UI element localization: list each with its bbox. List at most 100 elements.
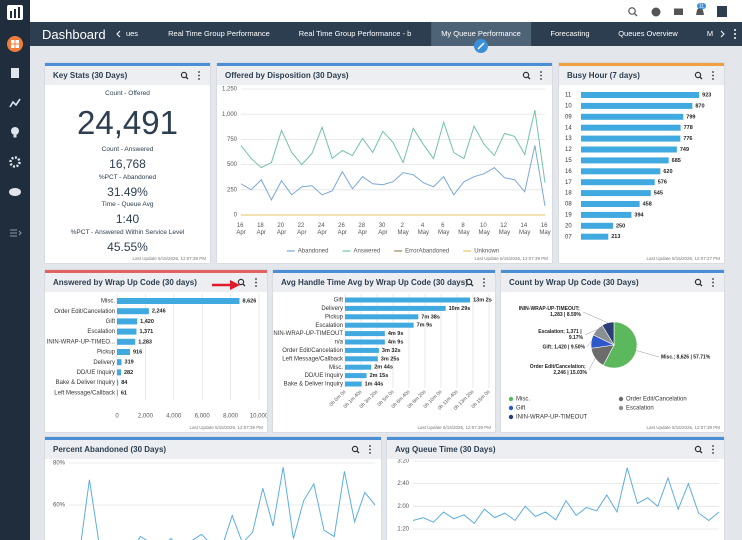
card-title: Avg Queue Time (30 Days) — [395, 445, 496, 454]
pie-slice — [602, 321, 638, 369]
bar — [117, 389, 118, 396]
legend-label: Order Edit/Cancelation — [626, 397, 687, 403]
category-label: 17 — [565, 180, 572, 186]
dot — [712, 278, 714, 280]
tab[interactable]: Real Time Group Performance — [168, 29, 270, 38]
zoom-icon[interactable] — [522, 71, 530, 79]
card-title: Offered by Disposition (30 Days) — [225, 71, 349, 80]
card-header: Answered by Wrap Up Code (30 days) — [45, 273, 267, 292]
edit-button[interactable] — [473, 38, 489, 54]
zoom-icon[interactable] — [694, 71, 702, 79]
icon-part — [11, 40, 15, 44]
series-line — [240, 145, 546, 207]
category-label: 14 — [565, 125, 572, 131]
label-line: Order Edit/Cancelation; — [530, 364, 587, 370]
tab[interactable]: ues — [125, 29, 139, 38]
zoom-icon[interactable] — [237, 278, 245, 286]
menu-icon[interactable] — [198, 71, 200, 80]
zoom-icon[interactable] — [180, 71, 188, 79]
x-tick-label: 0 — [115, 414, 119, 420]
slice-label: Gift; 1,420 | 9.50% — [542, 344, 585, 350]
bar — [117, 328, 137, 335]
tick-line: 8 — [461, 223, 466, 229]
series-line — [240, 110, 546, 183]
tabs-prev[interactable] — [116, 30, 122, 38]
tabs-next[interactable] — [719, 30, 725, 38]
tabs-menu[interactable] — [732, 28, 738, 40]
menu-icon[interactable] — [712, 278, 714, 287]
settings-icon[interactable] — [9, 156, 21, 168]
menu-icon[interactable] — [712, 445, 714, 454]
card-tools — [180, 71, 200, 80]
icon-part — [527, 76, 531, 80]
y-tick-label: 1,250 — [222, 87, 238, 93]
app-logo[interactable] — [717, 6, 727, 17]
zoom-icon[interactable] — [694, 278, 702, 286]
menu-icon[interactable] — [255, 278, 257, 287]
menu-icon[interactable] — [369, 445, 371, 454]
bar — [117, 298, 240, 304]
value-label: 4m 9s — [388, 331, 404, 337]
tab[interactable]: Real Time Group Performance - b — [298, 29, 412, 38]
dot — [483, 281, 485, 284]
mail-icon[interactable] — [674, 8, 683, 16]
dot — [734, 37, 736, 39]
menu-icon[interactable] — [540, 71, 542, 80]
category-label: Bake & Deliver Inquiry — [56, 380, 115, 386]
menu-icon[interactable] — [483, 278, 485, 287]
category-label: DD/UE Inquiry — [305, 373, 343, 379]
bar — [581, 157, 669, 164]
value-label: 916 — [133, 349, 142, 355]
arrow-head — [230, 280, 240, 290]
x-tick-label: 8 May — [458, 223, 469, 236]
sidebar — [0, 0, 30, 540]
dot — [483, 285, 485, 287]
dot — [198, 78, 200, 80]
category-label: Escalation — [87, 329, 115, 335]
value-label: 282 — [124, 370, 133, 376]
bar — [345, 322, 414, 328]
tab[interactable]: Queues Overview — [618, 29, 678, 38]
chart-card: Avg Handle Time Avg by Wrap Up Code (30 … — [273, 270, 495, 432]
category-label: Order Edit/Cancelation — [54, 309, 115, 315]
dot — [734, 29, 736, 31]
bar — [117, 359, 122, 366]
help-icon[interactable] — [651, 7, 661, 17]
chart-card: Avg Queue Time (30 Days) 1:20 2:00 2:40 3:2… — [387, 437, 724, 540]
ideas-icon[interactable] — [11, 127, 19, 135]
tick-line: 26 — [338, 223, 346, 229]
bar — [117, 308, 149, 315]
chart-card: Percent Abandoned (30 Days) 60% 80% — [45, 437, 381, 540]
tab[interactable]: M — [706, 29, 714, 38]
bell-icon[interactable] — [696, 8, 704, 15]
value-label: 2m 15s — [370, 373, 389, 379]
value-label: 8,626 — [242, 298, 256, 304]
category-label: 12 — [565, 147, 572, 153]
tab[interactable]: Forecasting — [550, 29, 590, 38]
x-tick-label: 2,000 — [138, 414, 154, 420]
x-tick-label: 30 Apr — [378, 223, 387, 236]
icon-part — [634, 13, 638, 17]
dot — [198, 71, 200, 73]
dot — [540, 78, 542, 80]
reports-icon[interactable] — [11, 68, 19, 78]
chart-card: Offered by Disposition (30 Days) 0 250 500… — [217, 63, 552, 263]
x-tick-label: 4 May — [418, 223, 429, 236]
zoom-icon[interactable] — [351, 445, 359, 453]
icon-part — [15, 44, 19, 48]
dashboard-icon[interactable] — [7, 36, 23, 52]
dot — [712, 281, 714, 284]
analytics-icon[interactable] — [9, 98, 21, 108]
x-tick-label: 10 May — [479, 223, 490, 236]
zoom-icon[interactable] — [694, 445, 702, 453]
cloud-icon[interactable] — [9, 188, 21, 196]
value-label: 213 — [611, 234, 620, 240]
menu-icon[interactable] — [712, 71, 714, 80]
icon-part — [18, 230, 22, 236]
zoom-icon[interactable] — [465, 278, 473, 286]
legend-label: ErrorAbandoned — [405, 249, 449, 255]
search-icon[interactable] — [628, 7, 636, 15]
value-label: 923 — [702, 92, 711, 98]
tick-line: May — [539, 230, 550, 236]
